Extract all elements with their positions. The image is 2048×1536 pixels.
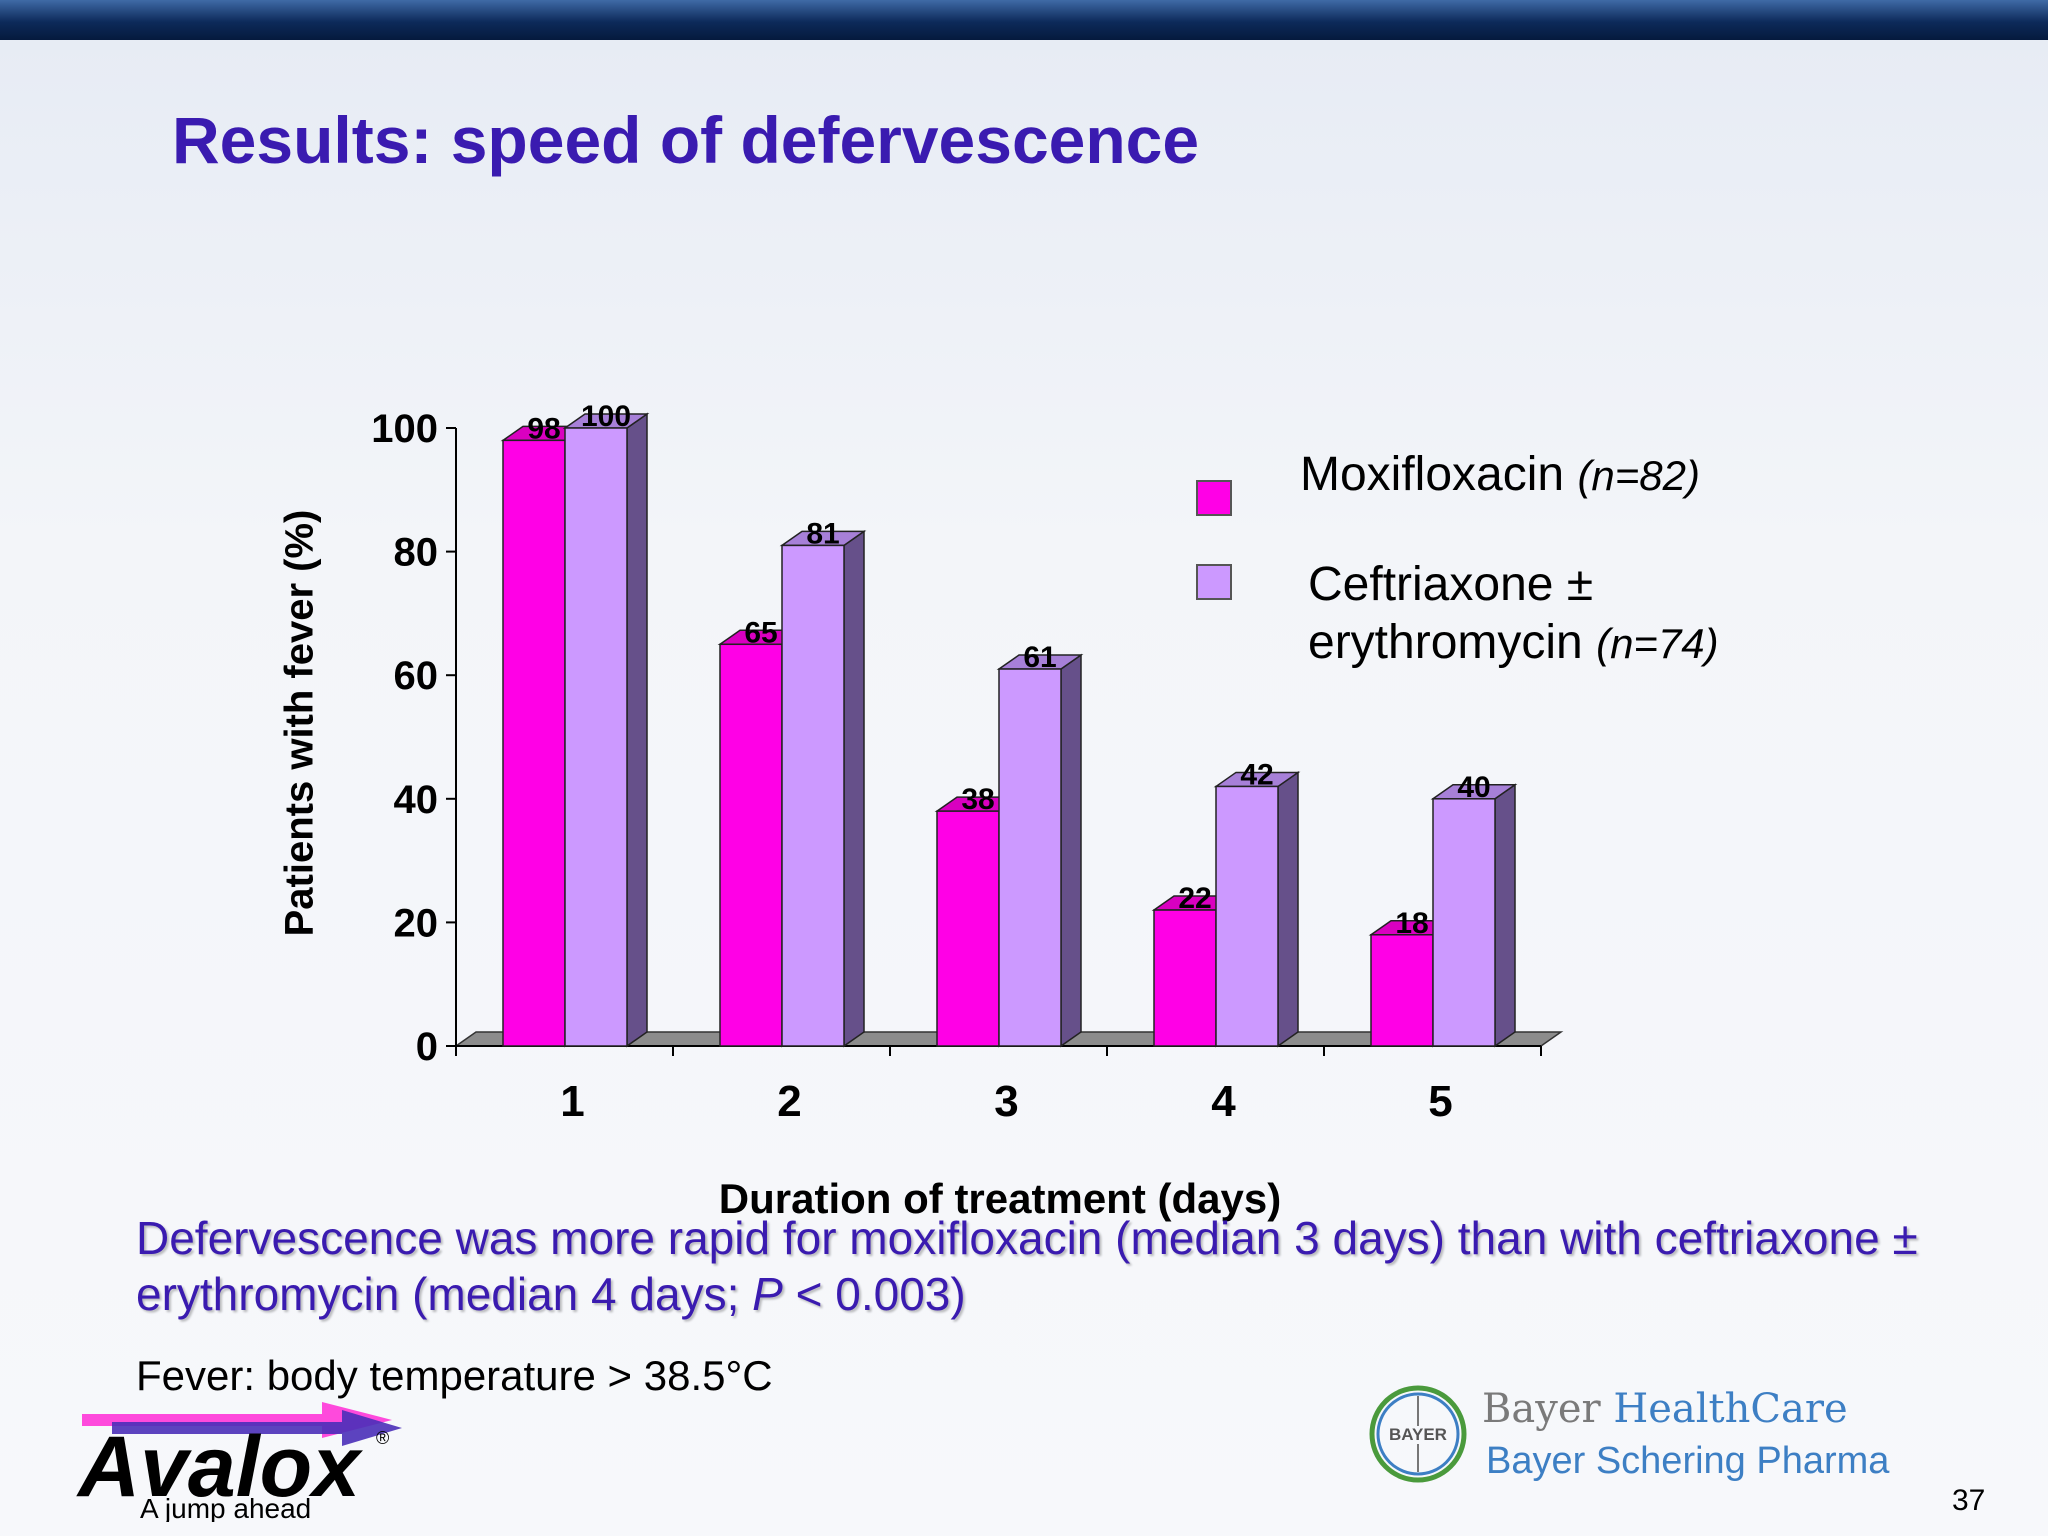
legend-label-ceftriaxone: Ceftriaxone ± erythromycin (n=74) (1308, 556, 1719, 673)
bar (719, 643, 783, 1047)
bar-side (843, 529, 865, 1048)
avalox-wordmark: Avalox (76, 1419, 363, 1515)
legend-name-moxifloxacin: Moxifloxacin (1300, 448, 1565, 501)
bar (998, 668, 1062, 1047)
conclusion-part2: < 0.003) (782, 1268, 966, 1320)
bar-data-label: 61 (1023, 641, 1056, 674)
fever-footnote: Fever: body temperature > 38.5°C (136, 1352, 773, 1399)
x-tick-label: 2 (777, 1077, 801, 1126)
bayer-cross-letters: BAYER (1389, 1425, 1447, 1444)
y-axis-label: Patients with fever (%) (277, 509, 322, 937)
bar-data-label: 18 (1395, 907, 1428, 940)
bar (1153, 909, 1217, 1047)
legend-n-moxifloxacin: (n=82) (1577, 452, 1701, 499)
top-bar (0, 0, 2048, 40)
bar-side (626, 412, 648, 1048)
y-tick-label: 100 (371, 407, 438, 451)
y-tick-label: 80 (394, 531, 439, 575)
conclusion-part1: Defervescence was more rapid for moxiflo… (136, 1212, 1918, 1320)
slide-title: Results: speed of defervescence (172, 103, 1200, 177)
bar (564, 427, 628, 1047)
legend-swatch-moxifloxacin (1196, 480, 1232, 516)
page-number: 37 (1952, 1484, 1986, 1517)
bar (936, 810, 1000, 1047)
bar-data-label: 65 (744, 616, 777, 649)
avalox-tagline: A jump ahead (140, 1493, 311, 1522)
bayer-healthcare-text: Bayer HealthCare (1482, 1386, 1848, 1432)
bar-data-label: 38 (961, 783, 994, 816)
bar-data-label: 100 (581, 400, 631, 433)
bar (502, 439, 566, 1047)
bar-side (1277, 770, 1299, 1048)
y-tick-label: 60 (394, 654, 439, 698)
bar-data-label: 98 (527, 412, 560, 445)
x-tick-label: 5 (1428, 1077, 1452, 1126)
bar (1215, 785, 1279, 1047)
avalox-logo: Avalox ® A jump ahead (76, 1402, 402, 1522)
healthcare-word: HealthCare (1613, 1386, 1848, 1432)
bar (1370, 934, 1434, 1047)
bar (1432, 798, 1496, 1047)
legend-n-ceftriaxone: (n=74) (1596, 620, 1719, 667)
legend-label-moxifloxacin: Moxifloxacin (n=82) (1300, 446, 1700, 505)
x-tick-label: 1 (560, 1077, 584, 1126)
conclusion-p: P (752, 1268, 783, 1320)
bar-side (1494, 783, 1516, 1048)
bayer-cross-logo: BAYER (1369, 1385, 1467, 1483)
legend-name-ceftriaxone-line1: Ceftriaxone ± (1308, 558, 1594, 611)
legend-name-ceftriaxone-line2: erythromycin (1308, 616, 1583, 669)
x-tick-label: 3 (994, 1077, 1018, 1126)
y-tick-label: 0 (416, 1025, 438, 1069)
bar-data-label: 81 (806, 517, 839, 550)
bar (781, 544, 845, 1047)
avalox-registered: ® (376, 1428, 389, 1448)
y-tick-label: 20 (394, 901, 439, 945)
bayer-schering-pharma-text: Bayer Schering Pharma (1486, 1440, 1890, 1482)
x-axis-label: Duration of treatment (days) (718, 1175, 1282, 1222)
y-tick-label: 40 (394, 778, 439, 822)
bar-data-label: 40 (1457, 771, 1490, 804)
bar-data-label: 22 (1178, 882, 1211, 915)
conclusion-text: Defervescence was more rapid for moxiflo… (136, 1210, 1956, 1322)
bar-side (1060, 653, 1082, 1048)
legend-swatch-ceftriaxone (1196, 564, 1232, 600)
bar-data-label: 42 (1240, 758, 1273, 791)
x-tick-label: 4 (1211, 1077, 1236, 1126)
bayer-word: Bayer (1482, 1386, 1614, 1432)
